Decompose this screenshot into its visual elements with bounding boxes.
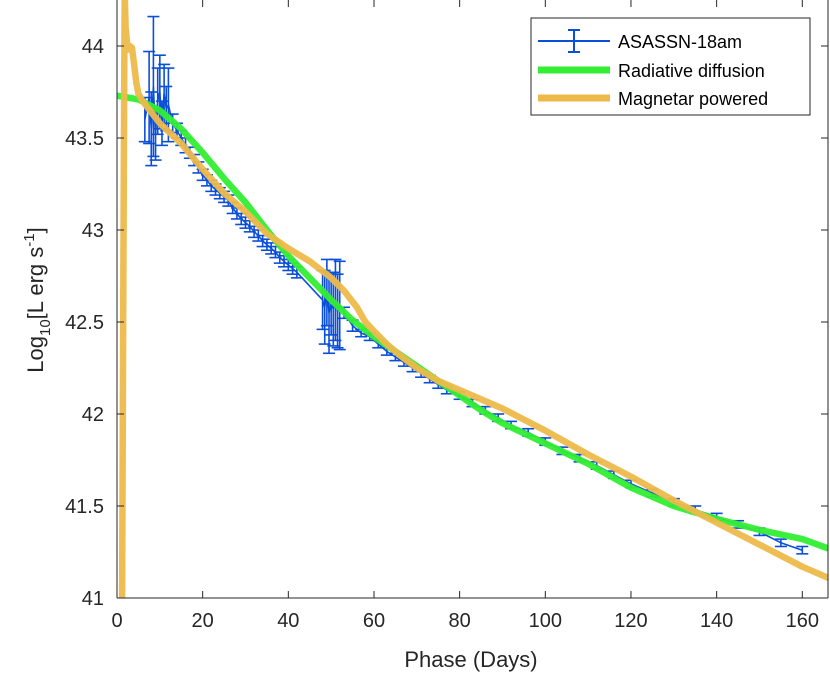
x-tick-label: 40 (277, 610, 299, 632)
errorbar-82 (796, 545, 809, 555)
legend: ASASSN-18am Radiative diffusion Magnetar… (530, 17, 811, 116)
y-tick-label: 41 (82, 588, 104, 610)
legend-label-magnetar: Magnetar powered (618, 89, 768, 109)
series-layer (117, 0, 828, 598)
y-axis-title-base: Log (23, 336, 48, 373)
y-tick-label: 42 (82, 404, 104, 426)
y-axis-title: Log10[L erg s-1] (21, 227, 54, 372)
ticks: 0 20 40 60 80 100 120 140 160 41 41.5 42 42.5 43 43.5 4… (65, 0, 828, 632)
y-axis-title-sub: 10 (37, 319, 54, 336)
x-tick-label: 60 (363, 610, 385, 632)
legend-item-data: ASASSN-18am (538, 29, 742, 53)
x-tick-label: 140 (700, 610, 733, 632)
x-axis-title: Phase (Days) (404, 647, 537, 672)
x-tick-label: 160 (786, 610, 819, 632)
series-magnetar-powered (118, 0, 828, 598)
x-tick-label: 80 (449, 610, 471, 632)
y-axis-title-mid: [L erg s (23, 247, 48, 320)
y-tick-label: 42.5 (65, 312, 104, 334)
x-tick-label: 0 (111, 610, 122, 632)
x-tick-label: 100 (529, 610, 562, 632)
errorbar-81 (774, 538, 787, 548)
axes (116, 0, 829, 599)
y-axis-title-end: ] (23, 227, 48, 233)
y-axis-title-sup: -1 (21, 233, 38, 246)
series-asassn-18am (138, 15, 809, 555)
x-tick-label: 120 (614, 610, 647, 632)
legend-item-diffusion: Radiative diffusion (538, 61, 765, 81)
legend-label-diffusion: Radiative diffusion (618, 61, 765, 81)
legend-label-data: ASASSN-18am (618, 32, 742, 52)
y-tick-label: 43.5 (65, 128, 104, 150)
y-tick-label: 44 (82, 36, 104, 58)
y-tick-label: 41.5 (65, 496, 104, 518)
x-tick-label: 20 (192, 610, 214, 632)
legend-item-magnetar: Magnetar powered (538, 89, 768, 109)
errorbar-3 (147, 15, 160, 158)
y-tick-label: 43 (82, 220, 104, 242)
